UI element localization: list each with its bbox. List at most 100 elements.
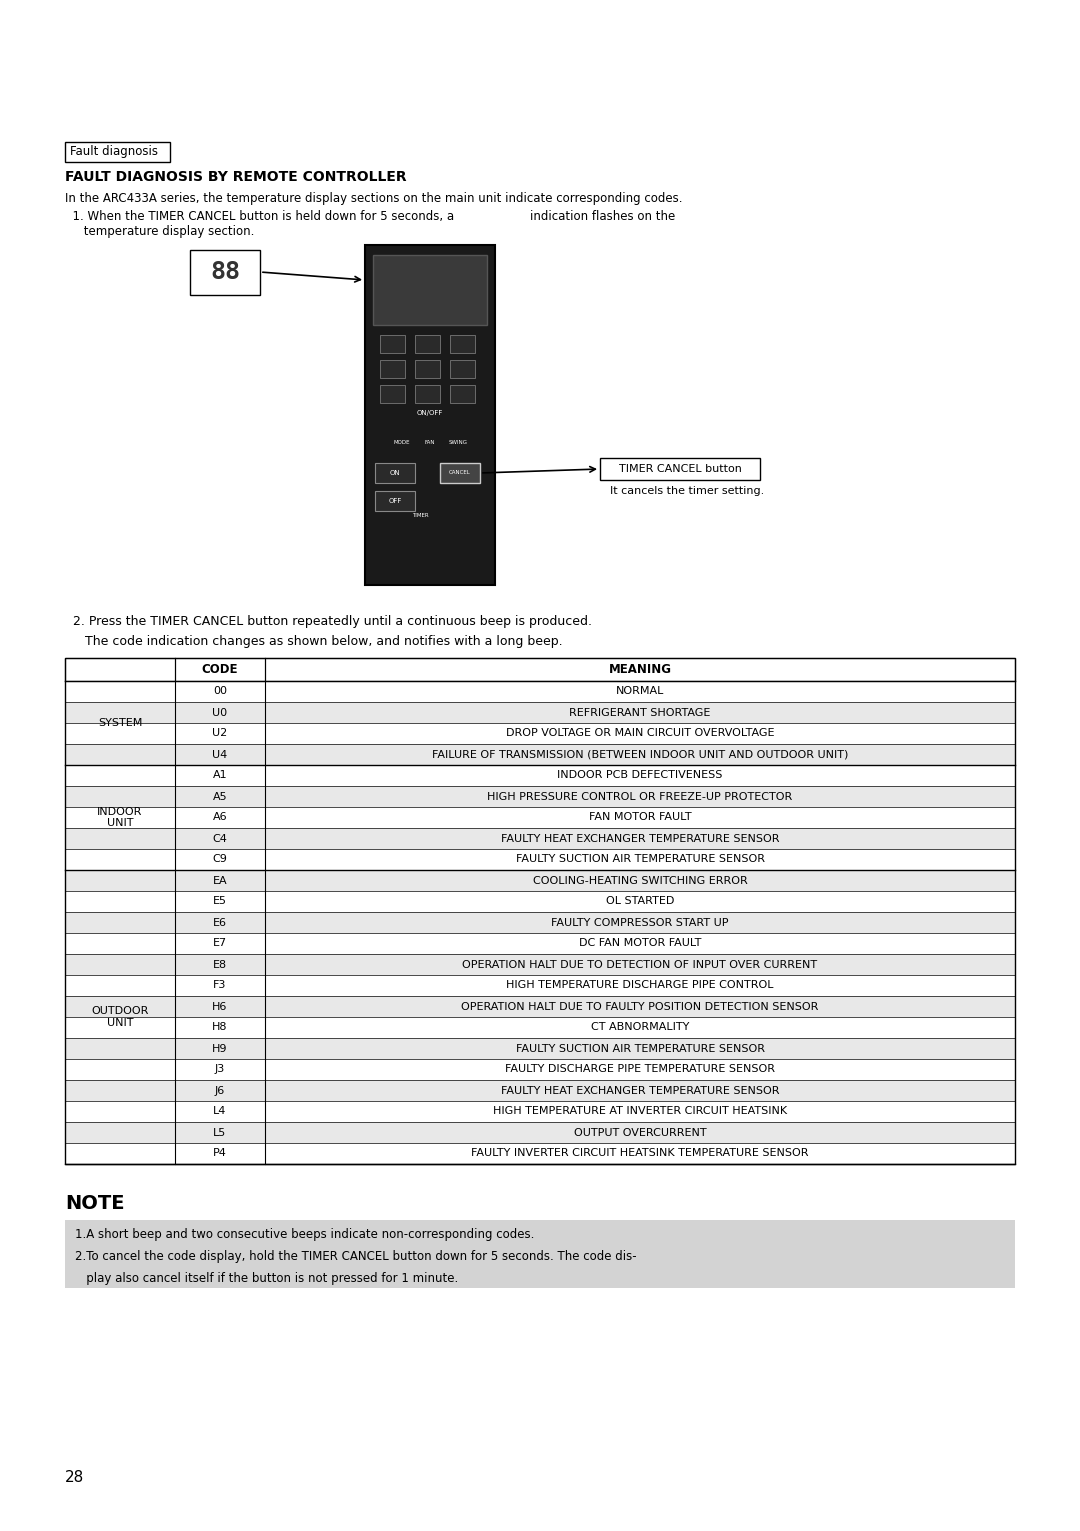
Bar [65, 1101, 1015, 1122]
Bar [450, 335, 475, 354]
Bar [65, 870, 1015, 891]
Bar [65, 1144, 1015, 1164]
Text: 00: 00 [213, 686, 227, 697]
Text: OPERATION HALT DUE TO DETECTION OF INPUT OVER CURRENT: OPERATION HALT DUE TO DETECTION OF INPUT… [462, 960, 818, 969]
Text: 2. Press the TIMER CANCEL button repeatedly until a continuous beep is produced.: 2. Press the TIMER CANCEL button repeate… [65, 615, 592, 628]
Bar [65, 997, 1015, 1017]
Text: C9: C9 [213, 854, 228, 865]
Text: OUTPUT OVERCURRENT: OUTPUT OVERCURRENT [573, 1127, 706, 1138]
Bar [380, 360, 405, 378]
Text: TIMER: TIMER [411, 513, 429, 517]
Bar [375, 462, 415, 482]
Bar [190, 250, 260, 295]
Text: 88: 88 [210, 260, 240, 283]
Text: A6: A6 [213, 813, 227, 822]
Bar [65, 932, 1015, 954]
Bar [65, 912, 1015, 932]
Text: SYSTEM: SYSTEM [98, 718, 143, 729]
Bar [65, 1220, 1015, 1288]
Text: L4: L4 [214, 1107, 227, 1116]
Text: 1. When the TIMER CANCEL button is held down for 5 seconds, a: 1. When the TIMER CANCEL button is held … [65, 210, 454, 224]
Text: SWING: SWING [448, 439, 468, 446]
Text: CT ABNORMALITY: CT ABNORMALITY [591, 1023, 689, 1032]
Text: OFF: OFF [389, 498, 402, 504]
Bar [450, 384, 475, 403]
Text: FAULTY INVERTER CIRCUIT HEATSINK TEMPERATURE SENSOR: FAULTY INVERTER CIRCUIT HEATSINK TEMPERA… [471, 1148, 809, 1159]
Text: OL STARTED: OL STARTED [606, 897, 674, 906]
Text: NOTE: NOTE [65, 1194, 124, 1213]
Text: OPERATION HALT DUE TO FAULTY POSITION DETECTION SENSOR: OPERATION HALT DUE TO FAULTY POSITION DE… [461, 1001, 819, 1012]
Text: CODE: CODE [202, 663, 239, 677]
Bar [373, 256, 487, 325]
Bar [65, 1079, 1015, 1101]
Text: temperature display section.: temperature display section. [65, 225, 255, 237]
Bar [65, 807, 1015, 828]
Text: FAULTY DISCHARGE PIPE TEMPERATURE SENSOR: FAULTY DISCHARGE PIPE TEMPERATURE SENSOR [505, 1064, 775, 1075]
Bar [415, 384, 440, 403]
Text: E7: E7 [213, 939, 227, 949]
Text: FAULTY HEAT EXCHANGER TEMPERATURE SENSOR: FAULTY HEAT EXCHANGER TEMPERATURE SENSOR [501, 1085, 780, 1096]
Text: DROP VOLTAGE OR MAIN CIRCUIT OVERVOLTAGE: DROP VOLTAGE OR MAIN CIRCUIT OVERVOLTAGE [505, 729, 774, 738]
Bar [440, 462, 480, 482]
Bar [65, 891, 1015, 912]
Text: P4: P4 [213, 1148, 227, 1159]
Bar [65, 658, 1015, 1164]
Text: A5: A5 [213, 792, 227, 802]
Text: FAULTY COMPRESSOR START UP: FAULTY COMPRESSOR START UP [551, 917, 729, 928]
Text: It cancels the timer setting.: It cancels the timer setting. [610, 485, 765, 496]
Bar [65, 658, 1015, 681]
Text: ON/OFF: ON/OFF [417, 410, 443, 416]
Text: H6: H6 [213, 1001, 228, 1012]
Bar [65, 954, 1015, 975]
Text: FAULT DIAGNOSIS BY REMOTE CONTROLLER: FAULT DIAGNOSIS BY REMOTE CONTROLLER [65, 170, 407, 184]
Text: In the ARC433A series, the temperature display sections on the main unit indicat: In the ARC433A series, the temperature d… [65, 191, 683, 205]
Bar [415, 360, 440, 378]
Text: FAN MOTOR FAULT: FAN MOTOR FAULT [589, 813, 691, 822]
Text: U0: U0 [213, 707, 228, 718]
Bar [365, 245, 495, 585]
Text: HIGH TEMPERATURE DISCHARGE PIPE CONTROL: HIGH TEMPERATURE DISCHARGE PIPE CONTROL [507, 980, 773, 991]
Text: E8: E8 [213, 960, 227, 969]
Text: 1.A short beep and two consecutive beeps indicate non-corresponding codes.: 1.A short beep and two consecutive beeps… [75, 1228, 535, 1242]
Text: J6: J6 [215, 1085, 225, 1096]
Bar [380, 384, 405, 403]
Bar [65, 1059, 1015, 1079]
Text: HIGH PRESSURE CONTROL OR FREEZE-UP PROTECTOR: HIGH PRESSURE CONTROL OR FREEZE-UP PROTE… [487, 792, 793, 802]
Text: 28: 28 [65, 1470, 84, 1485]
Bar [65, 744, 1015, 766]
Bar [65, 142, 170, 162]
Text: MEANING: MEANING [608, 663, 672, 677]
Text: J3: J3 [215, 1064, 225, 1075]
Text: F3: F3 [214, 980, 227, 991]
Text: HIGH TEMPERATURE AT INVERTER CIRCUIT HEATSINK: HIGH TEMPERATURE AT INVERTER CIRCUIT HEA… [492, 1107, 787, 1116]
Bar [415, 335, 440, 354]
Text: H9: H9 [213, 1044, 228, 1053]
Text: CANCEL: CANCEL [449, 470, 471, 476]
Text: DC FAN MOTOR FAULT: DC FAN MOTOR FAULT [579, 939, 701, 949]
Text: play also cancel itself if the button is not pressed for 1 minute.: play also cancel itself if the button is… [75, 1272, 458, 1285]
Bar [450, 360, 475, 378]
Text: C4: C4 [213, 833, 228, 844]
Text: E5: E5 [213, 897, 227, 906]
Text: NORMAL: NORMAL [616, 686, 664, 697]
Bar [65, 1122, 1015, 1144]
Text: The code indication changes as shown below, and notifies with a long beep.: The code indication changes as shown bel… [65, 635, 563, 648]
Text: EA: EA [213, 876, 227, 885]
Bar [65, 828, 1015, 850]
Bar [65, 850, 1015, 870]
Text: OUTDOOR
UNIT: OUTDOOR UNIT [92, 1006, 149, 1027]
Bar [65, 785, 1015, 807]
Text: ON: ON [390, 470, 401, 476]
Text: E6: E6 [213, 917, 227, 928]
Text: FAN: FAN [424, 439, 435, 446]
Text: INDOOR PCB DEFECTIVENESS: INDOOR PCB DEFECTIVENESS [557, 770, 723, 781]
Text: U2: U2 [213, 729, 228, 738]
Text: FAULTY SUCTION AIR TEMPERATURE SENSOR: FAULTY SUCTION AIR TEMPERATURE SENSOR [515, 854, 765, 865]
Bar [380, 335, 405, 354]
Text: A1: A1 [213, 770, 227, 781]
Text: U4: U4 [213, 750, 228, 759]
Bar [65, 1017, 1015, 1038]
Text: FAILURE OF TRANSMISSION (BETWEEN INDOOR UNIT AND OUTDOOR UNIT): FAILURE OF TRANSMISSION (BETWEEN INDOOR … [432, 750, 848, 759]
Bar [375, 491, 415, 511]
Text: COOLING-HEATING SWITCHING ERROR: COOLING-HEATING SWITCHING ERROR [532, 876, 747, 885]
